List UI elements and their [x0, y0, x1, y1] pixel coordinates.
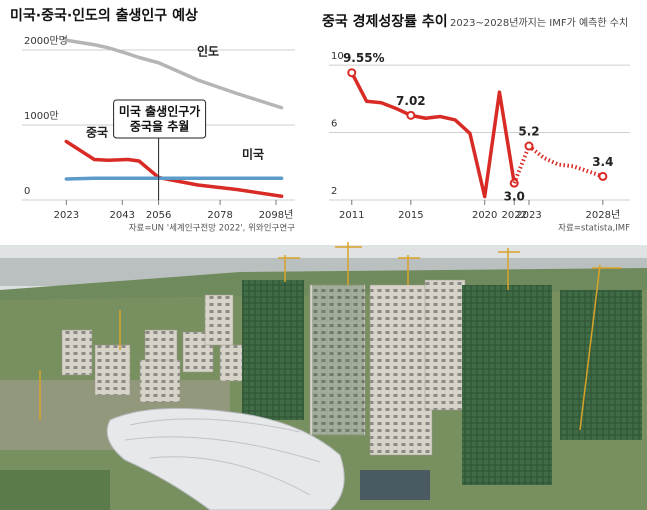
series-line: [350, 70, 516, 199]
x-tick-label: 2056: [146, 210, 171, 221]
chart-background: [0, 0, 647, 245]
data-label: 7.02: [396, 94, 426, 108]
series-line: [64, 139, 284, 198]
x-tick-label: 2011: [339, 210, 364, 221]
x-tick-label: 2023: [54, 210, 79, 221]
chart-title: 중국 경제성장률 추이: [322, 13, 448, 30]
series-label: 중국: [86, 126, 108, 140]
x-tick-label: 2028년: [586, 209, 621, 221]
data-point: [598, 171, 608, 181]
x-tick-label: 2015: [398, 210, 423, 221]
series-line: [64, 176, 284, 181]
data-point: [347, 68, 357, 78]
y-tick-label: 6: [331, 119, 337, 130]
series-label: 미국: [242, 147, 264, 162]
chart-subtitle: 2023~2028년까지는 IMF가 예측한 수치: [450, 17, 628, 29]
y-tick-label: 1000만: [24, 110, 59, 122]
source: 자료=UN '세계인구전망 2022', 위와인구연구: [129, 223, 295, 234]
series-line: [64, 38, 284, 110]
annotation-text: 미국 출생인구가: [119, 104, 200, 119]
source: 자료=statista,IMF: [558, 224, 630, 234]
y-tick-label: 10: [331, 51, 344, 62]
y-tick-label: 2000만명: [24, 35, 68, 47]
chart-title: 미국·중국·인도의 출생인구 예상: [10, 7, 198, 24]
annotation-text: 중국을 추월: [130, 119, 189, 134]
data-label: 3.4: [592, 155, 613, 169]
annotation-box: [113, 99, 207, 139]
x-tick-label: 2043: [110, 210, 135, 221]
y-tick-label: 2: [331, 186, 337, 197]
y-tick-label: 0: [24, 186, 30, 197]
x-tick-label: 2020: [472, 210, 497, 221]
x-tick-label: 2078: [207, 210, 232, 221]
x-tick-label: 2098년: [259, 209, 294, 221]
series-label: 인도: [197, 44, 219, 59]
data-point: [524, 141, 534, 151]
x-tick-label: 2022: [502, 210, 527, 221]
data-point: [406, 110, 416, 120]
data-label: 3.0: [504, 190, 525, 204]
x-tick-label: 2023: [516, 210, 541, 221]
photo: [0, 242, 647, 510]
data-label: 5.2: [518, 125, 539, 139]
data-label: 9.55%: [343, 51, 385, 65]
